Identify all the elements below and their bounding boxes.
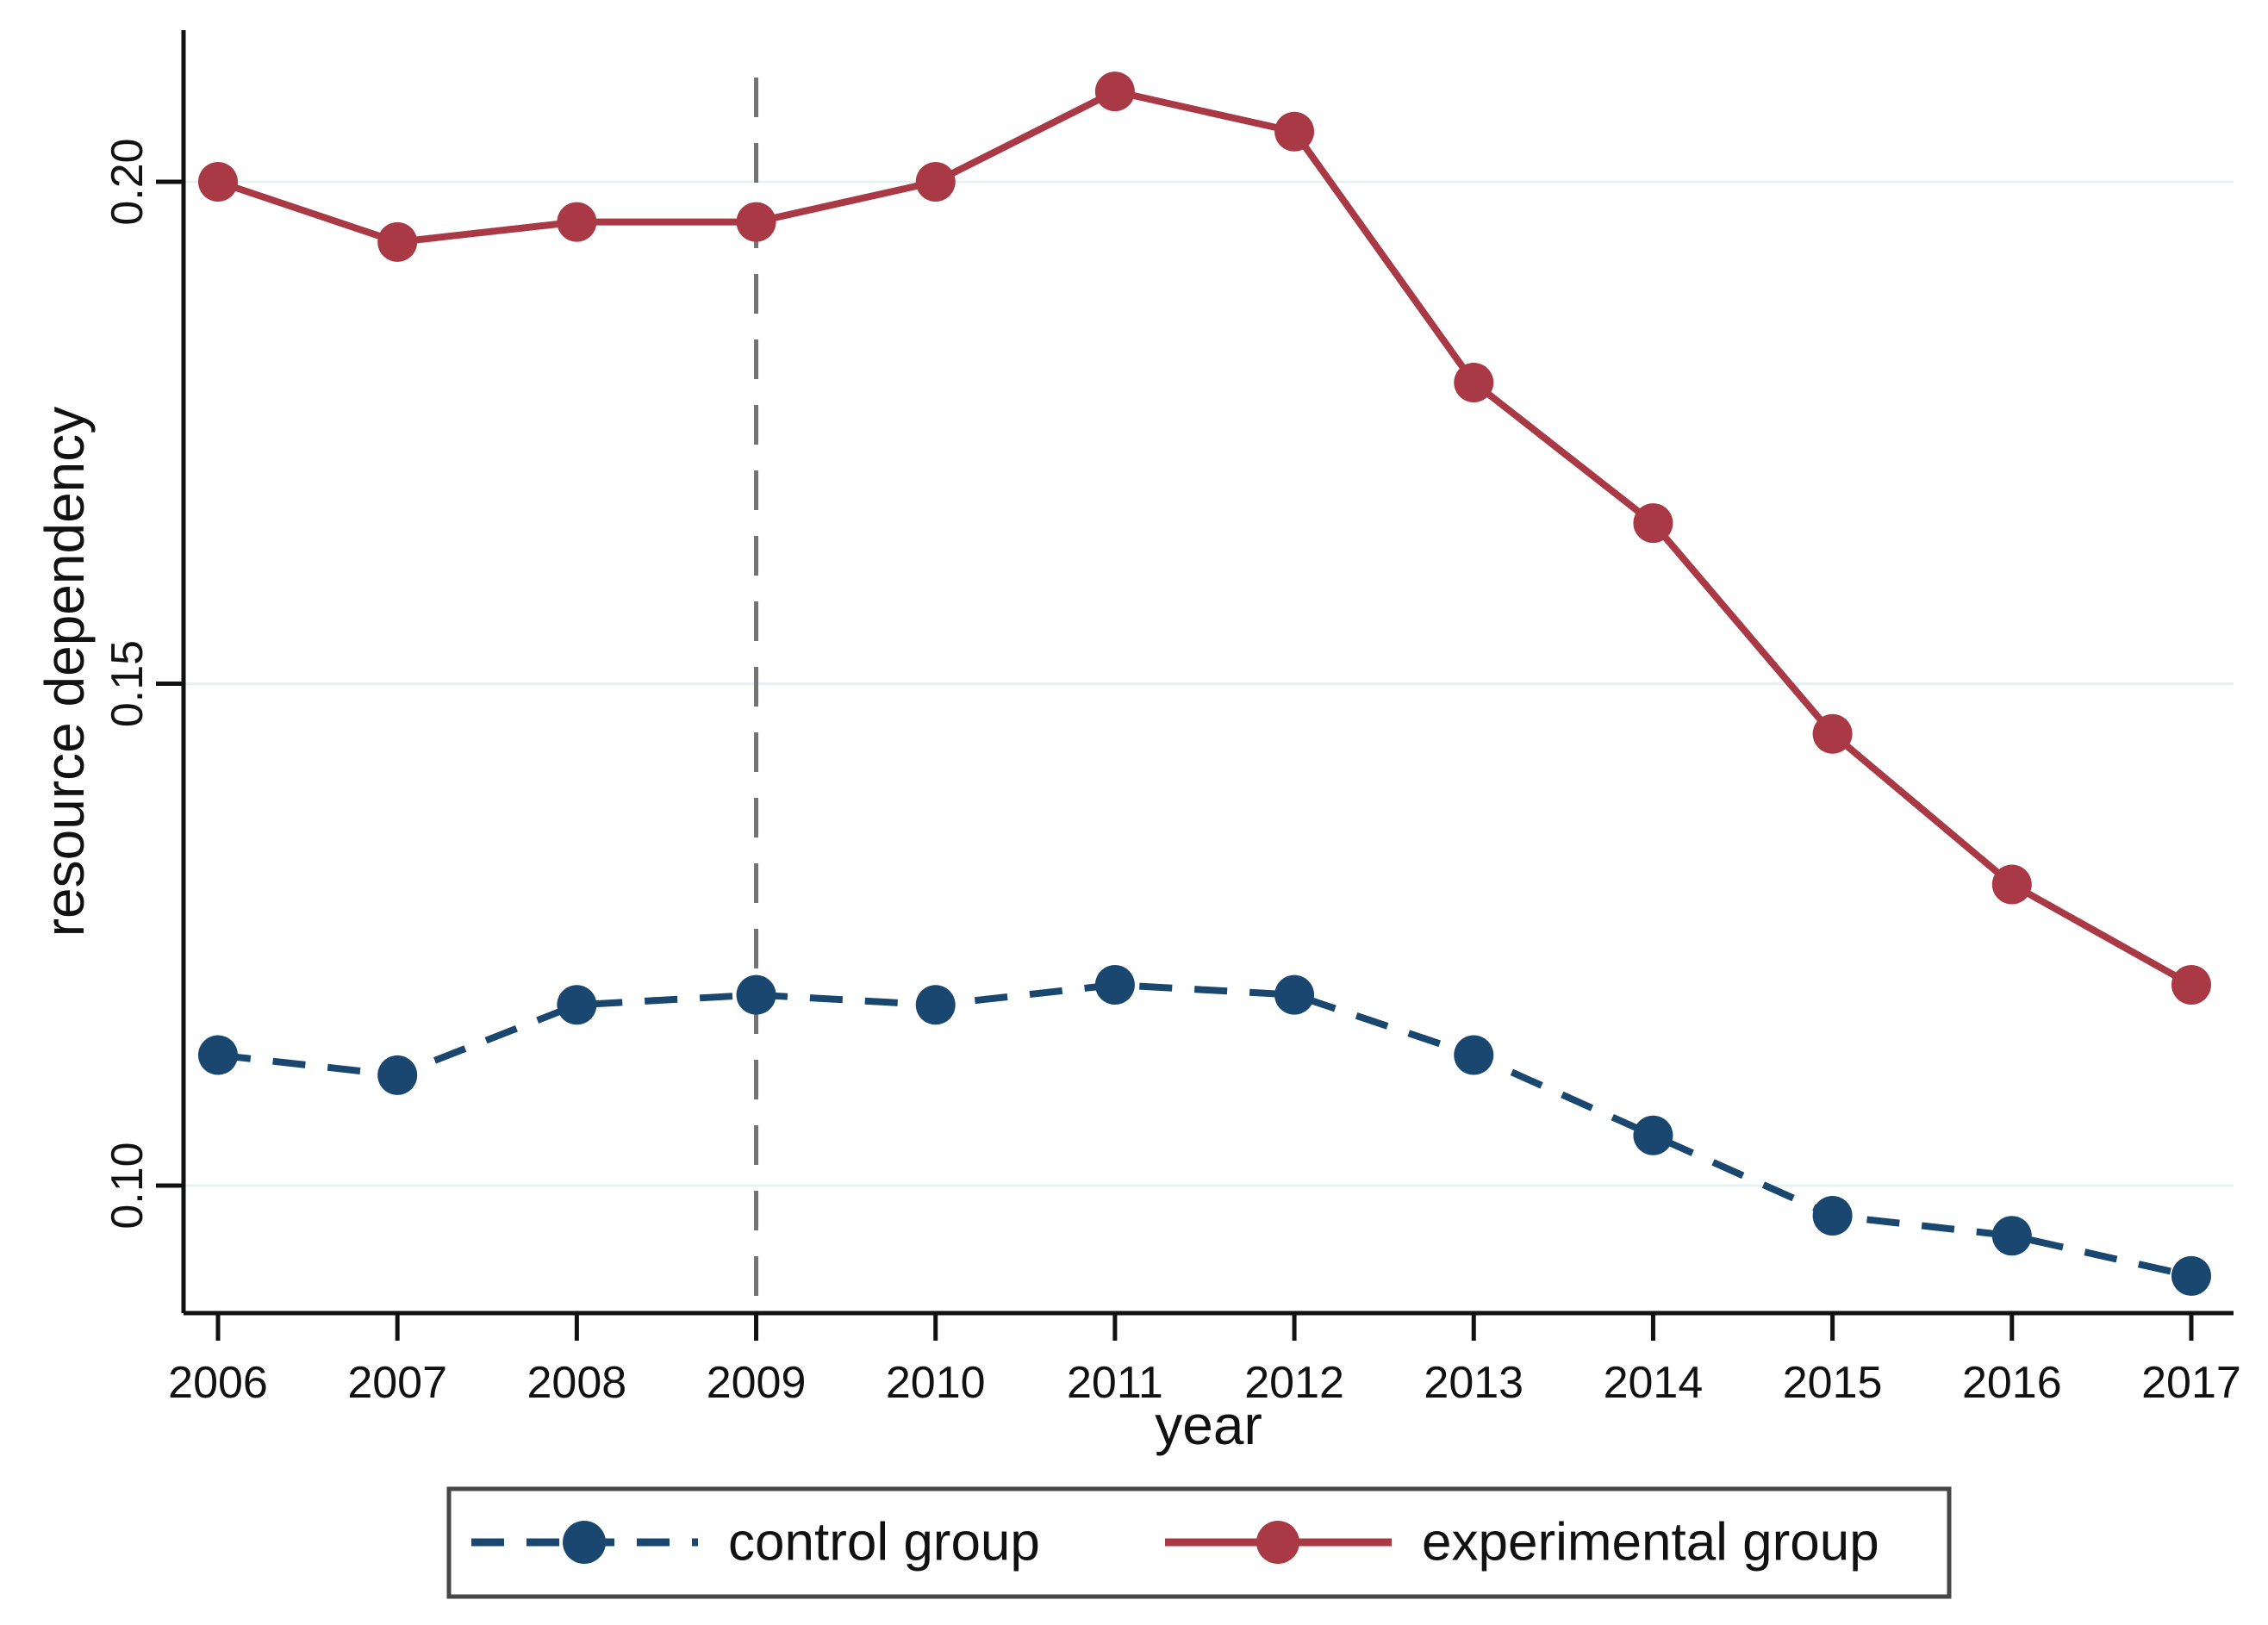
legend-experimental-group-marker: [1256, 1521, 1299, 1564]
series-control-group-marker: [1633, 1115, 1673, 1155]
x-tick-label: 2015: [1783, 1358, 1883, 1408]
series-control-group-marker: [915, 985, 956, 1025]
x-tick-label: 2013: [1424, 1358, 1523, 1408]
series-control-group-marker: [377, 1055, 418, 1095]
series-control-group-marker: [1812, 1195, 1853, 1236]
series-experimental-group-marker: [198, 162, 238, 202]
series-control-group-marker: [2171, 1255, 2211, 1296]
x-tick-label: 2008: [527, 1358, 627, 1408]
legend-control-group-label: control group: [728, 1513, 1040, 1572]
x-tick-label: 2006: [168, 1358, 268, 1408]
y-tick-label: 0.20: [103, 138, 153, 225]
series-experimental-group-marker: [377, 221, 418, 262]
x-tick-label: 2014: [1604, 1358, 1704, 1408]
series-control-group-marker: [198, 1035, 238, 1075]
series-experimental-group-marker: [915, 162, 956, 202]
legend-experimental-group-label: experimental group: [1422, 1513, 1879, 1572]
series-experimental-group-marker: [736, 202, 776, 242]
series-experimental-group-marker: [2171, 965, 2211, 1005]
x-axis-title: year: [1155, 1394, 1262, 1456]
y-tick-label: 0.10: [103, 1142, 153, 1229]
y-axis-title: resource dependency: [34, 407, 96, 937]
series-experimental-group-marker: [1274, 111, 1315, 152]
legend: control group experimental group: [446, 1486, 1952, 1599]
y-tick-label: 0.15: [103, 640, 153, 727]
series-control-group-marker: [1274, 974, 1315, 1015]
series-control-group-marker: [1991, 1216, 2032, 1256]
series-control-group-marker: [557, 985, 597, 1025]
series-experimental-group-marker: [1454, 363, 1494, 402]
x-tick-label: 2017: [2141, 1358, 2241, 1408]
series-experimental-group-line: [216, 87, 2193, 988]
x-tick-label: 2007: [347, 1358, 447, 1408]
legend-control-group-marker: [563, 1521, 606, 1564]
series-experimental-group-marker: [1812, 713, 1853, 754]
series-control-group-line: [217, 981, 2192, 1279]
x-tick-label: 2011: [1067, 1358, 1163, 1408]
series-control-group-marker: [1094, 965, 1135, 1005]
series-control-group-marker: [736, 974, 776, 1015]
series-control-group-marker: [1454, 1035, 1494, 1075]
series-experimental-group-marker: [1991, 864, 2032, 905]
x-tick-label: 2009: [707, 1358, 807, 1408]
x-tick-label: 2016: [1962, 1358, 2062, 1408]
series-experimental-group-marker: [1094, 72, 1135, 112]
series-experimental-group-marker: [557, 202, 597, 242]
x-tick-label: 2012: [1244, 1358, 1344, 1408]
series-experimental-group-marker: [1633, 503, 1673, 544]
x-tick-label: 2010: [886, 1358, 986, 1408]
